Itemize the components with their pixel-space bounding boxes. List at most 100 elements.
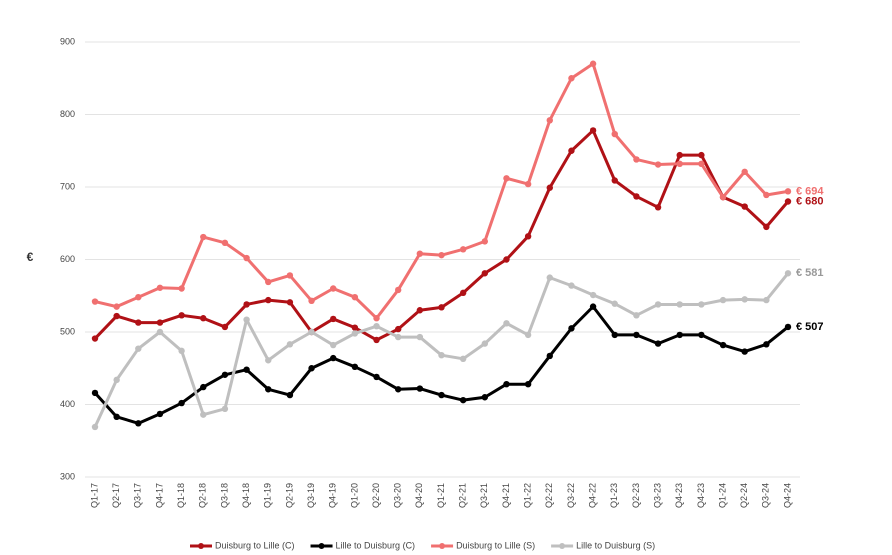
point [524,180,532,188]
x-tick-label: Q4-20 [414,483,424,508]
x-tick-label: Q2-20 [371,483,381,508]
y-tick-label: 600 [60,254,75,264]
point [589,291,597,299]
point [416,333,424,341]
series-line [93,272,790,428]
point [91,335,99,342]
point [503,320,510,327]
legend-marker [439,543,446,549]
point [330,285,337,292]
point [654,340,662,347]
x-tick-label: Q4-24 [782,483,792,508]
y-tick-label: 300 [60,471,75,481]
point [286,299,294,306]
point [265,357,272,364]
point [481,340,489,347]
point [286,341,294,348]
x-tick-label: Q4-18 [241,483,251,508]
point [286,272,294,279]
point [741,348,748,355]
x-tick-label: Q4-23 [674,483,684,508]
point [200,315,207,322]
point [243,301,250,308]
point [676,301,683,308]
point [568,282,575,289]
point [784,270,792,277]
point [698,331,705,339]
legend-marker [198,543,204,549]
point [243,316,250,323]
x-tick-label: Q3-20 [393,483,403,508]
point [481,270,489,277]
legend-label: Lille to Duisburg (C) [336,540,416,550]
point [459,289,467,297]
legend-marker [318,543,325,549]
point [633,331,640,339]
point [135,420,142,427]
point [178,399,185,407]
point [633,193,640,200]
point [394,325,402,333]
point [308,297,315,305]
end-label: € 507 [796,321,824,333]
point [113,413,120,421]
point [243,366,250,373]
point [394,333,402,341]
point [654,161,662,168]
x-tick-label: Q1-17 [89,483,99,508]
point [459,246,467,253]
point [156,319,164,326]
point [676,151,683,159]
point [113,376,120,384]
point [438,304,445,311]
point [503,256,510,263]
point [524,381,532,388]
point [698,301,705,308]
legend-label: Duisburg to Lille (S) [456,540,535,550]
point [330,354,337,362]
point [243,254,250,262]
x-tick-label: Q1-24 [717,483,727,508]
point [91,298,99,305]
point [156,284,164,291]
point [676,331,683,339]
point [200,383,207,391]
point [763,341,770,348]
point [589,303,597,310]
point [719,193,727,201]
x-tick-label: Q4-22 [587,483,597,508]
point [589,127,597,134]
x-tick-label: Q1-23 [609,483,619,508]
x-tick-label: Q2-17 [111,483,121,508]
legend-label: Lille to Duisburg (S) [576,540,655,550]
point [135,345,142,352]
legend-marker [559,543,566,549]
x-tick-label: Q4-17 [154,483,164,508]
x-tick-label: Q3-18 [219,483,229,508]
point [784,188,792,195]
point [416,385,424,392]
x-tick-label: Q4-23 [696,483,706,508]
point [633,312,640,319]
point [373,336,380,344]
y-tick-label: 700 [60,181,75,191]
point [394,386,402,393]
point [741,168,748,175]
point [459,355,467,363]
point [286,391,294,399]
point [373,315,380,322]
x-tick-label: Q3-24 [761,483,771,508]
point [91,423,99,431]
y-tick-label: 900 [60,36,75,46]
point [481,394,489,401]
point [265,296,272,304]
y-tick-label: 800 [60,109,75,119]
point [221,371,229,378]
x-tick-label: Q2-22 [544,483,554,508]
end-label: € 680 [796,195,824,207]
point [698,160,705,167]
point [568,325,575,332]
point [351,294,359,301]
x-tick-label: Q4-19 [328,483,338,508]
